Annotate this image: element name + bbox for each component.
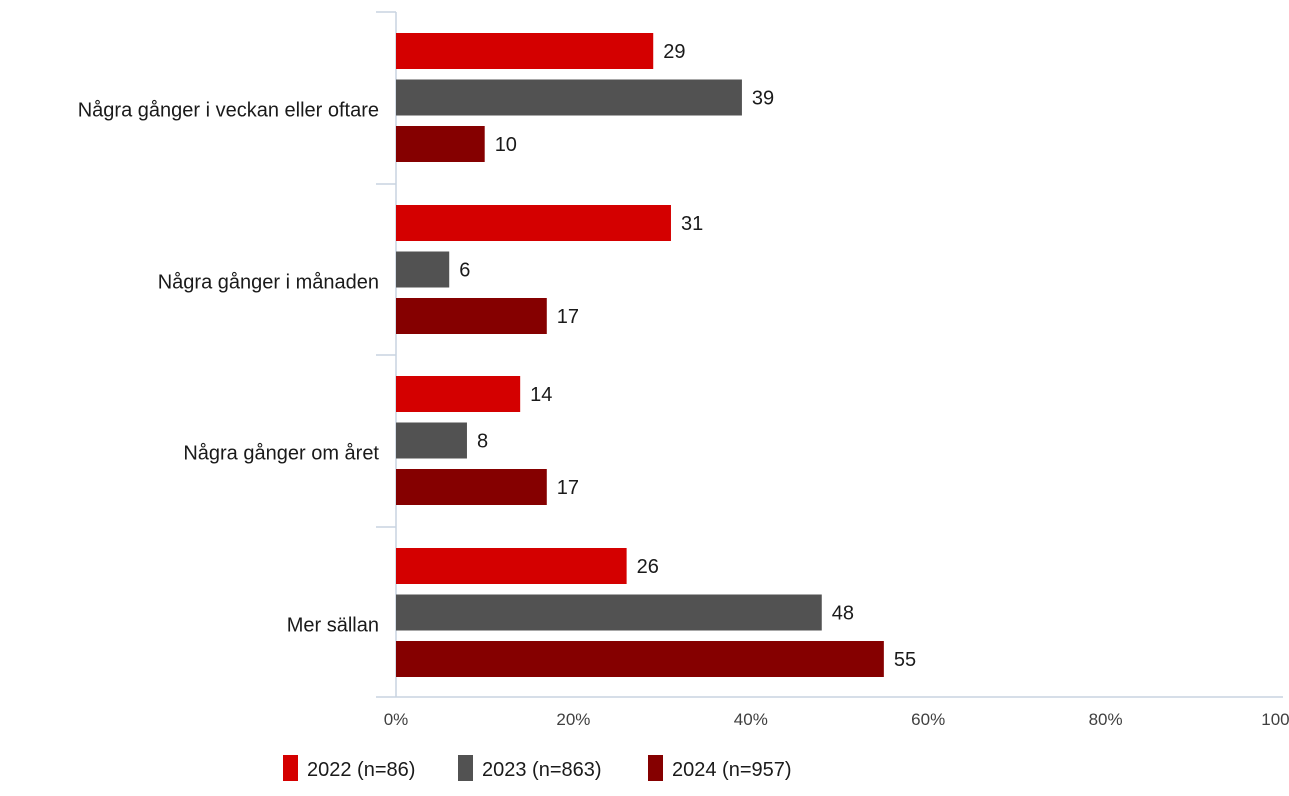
bar <box>396 79 742 116</box>
bar <box>396 376 521 412</box>
data-label: 55 <box>894 649 916 671</box>
bar <box>396 33 654 69</box>
data-label: 26 <box>637 556 659 578</box>
bar <box>396 641 884 677</box>
data-label: 29 <box>663 41 685 63</box>
legend-swatch <box>283 755 298 781</box>
bar <box>396 126 485 162</box>
bar <box>396 298 547 334</box>
category-label: Mer sällan <box>287 615 379 637</box>
x-tick-label: 0% <box>384 710 409 729</box>
chart-legend: 2022 (n=86) 2023 (n=863) 2024 (n=957) <box>283 755 792 781</box>
data-label: 8 <box>477 431 488 453</box>
data-label: 48 <box>832 603 854 625</box>
bar <box>396 251 450 288</box>
category-label: Några gånger om året <box>183 443 379 465</box>
bar <box>396 594 822 631</box>
data-label: 31 <box>681 213 703 235</box>
data-label: 17 <box>557 306 579 328</box>
category-label: Några gånger i veckan eller oftare <box>78 100 379 122</box>
data-label: 14 <box>530 384 552 406</box>
legend-swatch <box>458 755 473 781</box>
x-tick-label: 100% <box>1261 710 1289 729</box>
data-label: 10 <box>495 134 517 156</box>
data-label: 39 <box>752 88 774 110</box>
bar <box>396 422 467 459</box>
bar <box>396 548 627 584</box>
chart-axes: 0% 20% 40% 60% 80% 100% Några gånger i veckan … <box>78 11 1289 729</box>
x-tick-label: 20% <box>556 710 590 729</box>
x-tick-label: 40% <box>734 710 768 729</box>
bar <box>396 469 547 505</box>
bar <box>396 205 671 241</box>
data-label: 17 <box>557 477 579 499</box>
x-tick-label: 60% <box>911 710 945 729</box>
data-label: 6 <box>459 260 470 282</box>
x-tick-label: 80% <box>1089 710 1123 729</box>
chart-bars: 29 39 10 31 6 17 14 8 17 26 48 55 <box>396 33 916 677</box>
legend-label: 2024 (n=957) <box>672 759 792 781</box>
legend-label: 2023 (n=863) <box>482 759 602 781</box>
legend-swatch <box>648 755 663 781</box>
category-label: Några gånger i månaden <box>158 272 379 294</box>
legend-label: 2022 (n=86) <box>307 759 415 781</box>
